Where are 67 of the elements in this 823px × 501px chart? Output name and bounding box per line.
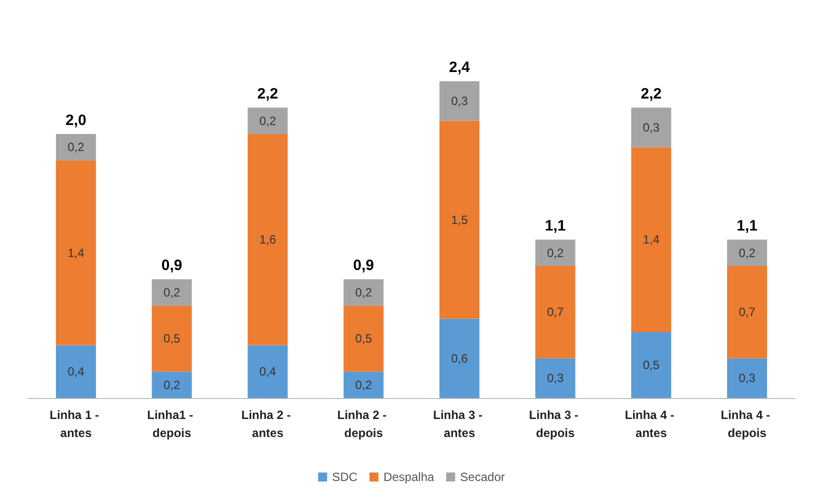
data-label: 0,3 [642, 120, 660, 134]
data-label: 0,3 [738, 371, 756, 386]
x-tick-label: Linha1 - depois [147, 408, 196, 440]
data-label: 1,5 [451, 212, 468, 227]
bar [535, 358, 576, 398]
bar [56, 345, 96, 398]
data-label: 0,5 [642, 358, 660, 372]
data-label: 0,2 [259, 114, 276, 128]
data-label: 0,7 [546, 305, 564, 320]
data-label: 0,3 [451, 94, 468, 108]
x-tick-label: Linha 1 - antes [50, 408, 102, 440]
bar [344, 372, 384, 398]
total-label: 2,2 [257, 86, 278, 103]
data-label: 0,2 [68, 140, 85, 154]
data-label: 0,4 [259, 364, 276, 379]
data-label: 0,7 [738, 305, 756, 320]
bar [344, 306, 384, 372]
bar [727, 358, 768, 398]
bar [535, 240, 576, 266]
bar [152, 279, 192, 306]
bar [631, 108, 672, 148]
bar [535, 266, 576, 358]
data-label: 0,3 [546, 371, 564, 386]
data-label: 0,6 [451, 351, 468, 366]
data-label: 0,2 [546, 246, 564, 260]
bar [344, 279, 384, 306]
bar [248, 108, 288, 134]
x-tick-label: Linha 3 - depois [528, 408, 582, 440]
legend-label: Despalha [383, 470, 434, 484]
data-label: 0,2 [738, 246, 756, 260]
data-label: 0,2 [163, 285, 180, 300]
data-label: 0,2 [163, 378, 180, 392]
total-label: 0,9 [353, 257, 374, 274]
bar [439, 120, 480, 319]
data-label: 0,5 [355, 332, 372, 346]
total-label: 2,2 [640, 86, 662, 103]
bar [631, 147, 672, 332]
total-label: 2,4 [449, 59, 471, 76]
data-label: 0,2 [355, 285, 372, 300]
bar [727, 266, 768, 358]
bar [439, 81, 480, 121]
x-tick-label: Linha 2 - depois [337, 408, 390, 440]
total-label: 0,9 [161, 257, 182, 274]
data-label: 0,2 [355, 378, 372, 392]
total-label: 1,1 [544, 218, 566, 235]
data-label: 0,4 [68, 364, 85, 379]
bar [56, 134, 96, 160]
bar [439, 318, 480, 398]
data-label: 1,6 [259, 232, 276, 247]
data-label: 0,5 [163, 332, 180, 346]
legend-label: SDC [332, 470, 358, 484]
x-tick-label: Linha 4 - antes [624, 408, 678, 440]
legend-label: Secador [460, 470, 505, 484]
x-tick-label: Linha 3 - antes [433, 408, 486, 440]
data-label: 1,4 [68, 246, 85, 260]
bar [727, 240, 768, 266]
data-label: 1,4 [642, 232, 660, 247]
bar [152, 372, 192, 398]
x-tick-label: Linha 4 - depois [720, 408, 774, 440]
total-label: 1,1 [736, 218, 758, 235]
x-tick-label: Linha 2 - antes [241, 408, 294, 440]
bar [631, 332, 672, 398]
bar [248, 345, 288, 398]
bar [248, 134, 288, 346]
total-label: 2,0 [66, 112, 86, 129]
bar [152, 306, 192, 372]
bar [56, 160, 96, 346]
